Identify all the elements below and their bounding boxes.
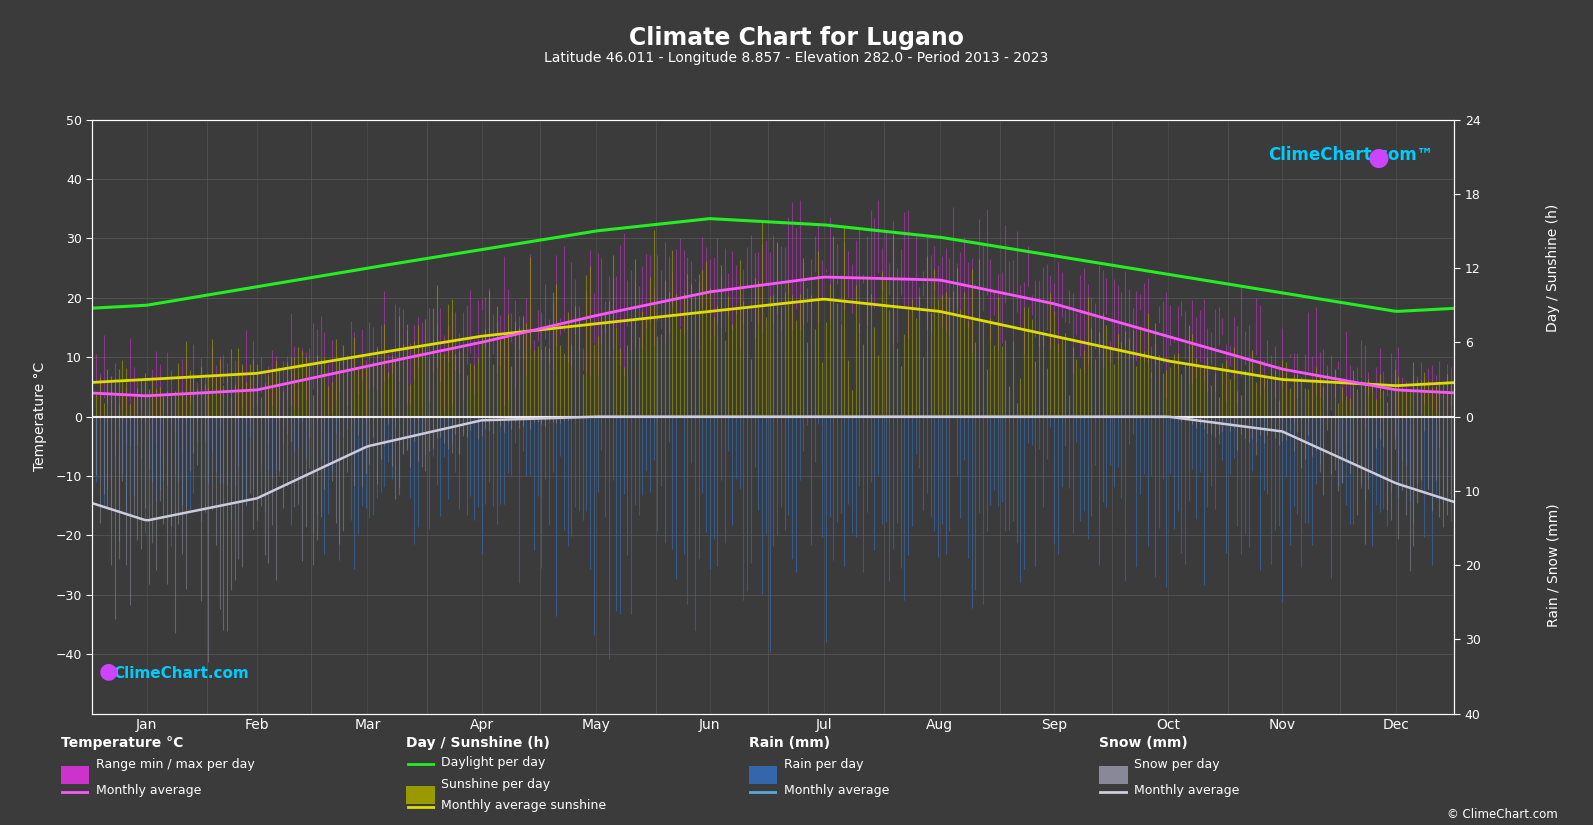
- Text: Day / Sunshine (h): Day / Sunshine (h): [406, 736, 550, 750]
- Text: Snow (mm): Snow (mm): [1099, 736, 1188, 750]
- Text: ClimeChart.com: ClimeChart.com: [113, 666, 249, 681]
- Text: Daylight per day: Daylight per day: [441, 757, 546, 770]
- Text: ●: ●: [99, 661, 118, 681]
- Text: Monthly average: Monthly average: [96, 784, 201, 797]
- Text: Temperature °C: Temperature °C: [61, 736, 183, 750]
- Text: Sunshine per day: Sunshine per day: [441, 778, 551, 791]
- Text: Rain per day: Rain per day: [784, 758, 863, 771]
- Text: Range min / max per day: Range min / max per day: [96, 758, 255, 771]
- Text: Monthly average: Monthly average: [784, 784, 889, 797]
- Text: Day / Sunshine (h): Day / Sunshine (h): [1547, 204, 1560, 332]
- Text: © ClimeChart.com: © ClimeChart.com: [1446, 808, 1558, 821]
- Text: Monthly average sunshine: Monthly average sunshine: [441, 799, 607, 812]
- Text: Snow per day: Snow per day: [1134, 758, 1220, 771]
- Text: Rain / Snow (mm): Rain / Snow (mm): [1547, 503, 1560, 627]
- Text: Latitude 46.011 - Longitude 8.857 - Elevation 282.0 - Period 2013 - 2023: Latitude 46.011 - Longitude 8.857 - Elev…: [545, 51, 1048, 65]
- Y-axis label: Temperature °C: Temperature °C: [33, 362, 48, 471]
- Text: Monthly average: Monthly average: [1134, 784, 1239, 797]
- Text: Climate Chart for Lugano: Climate Chart for Lugano: [629, 26, 964, 50]
- Text: ClimeChart.com™: ClimeChart.com™: [1268, 146, 1434, 164]
- Text: ●: ●: [1367, 146, 1389, 170]
- Text: Rain (mm): Rain (mm): [749, 736, 830, 750]
